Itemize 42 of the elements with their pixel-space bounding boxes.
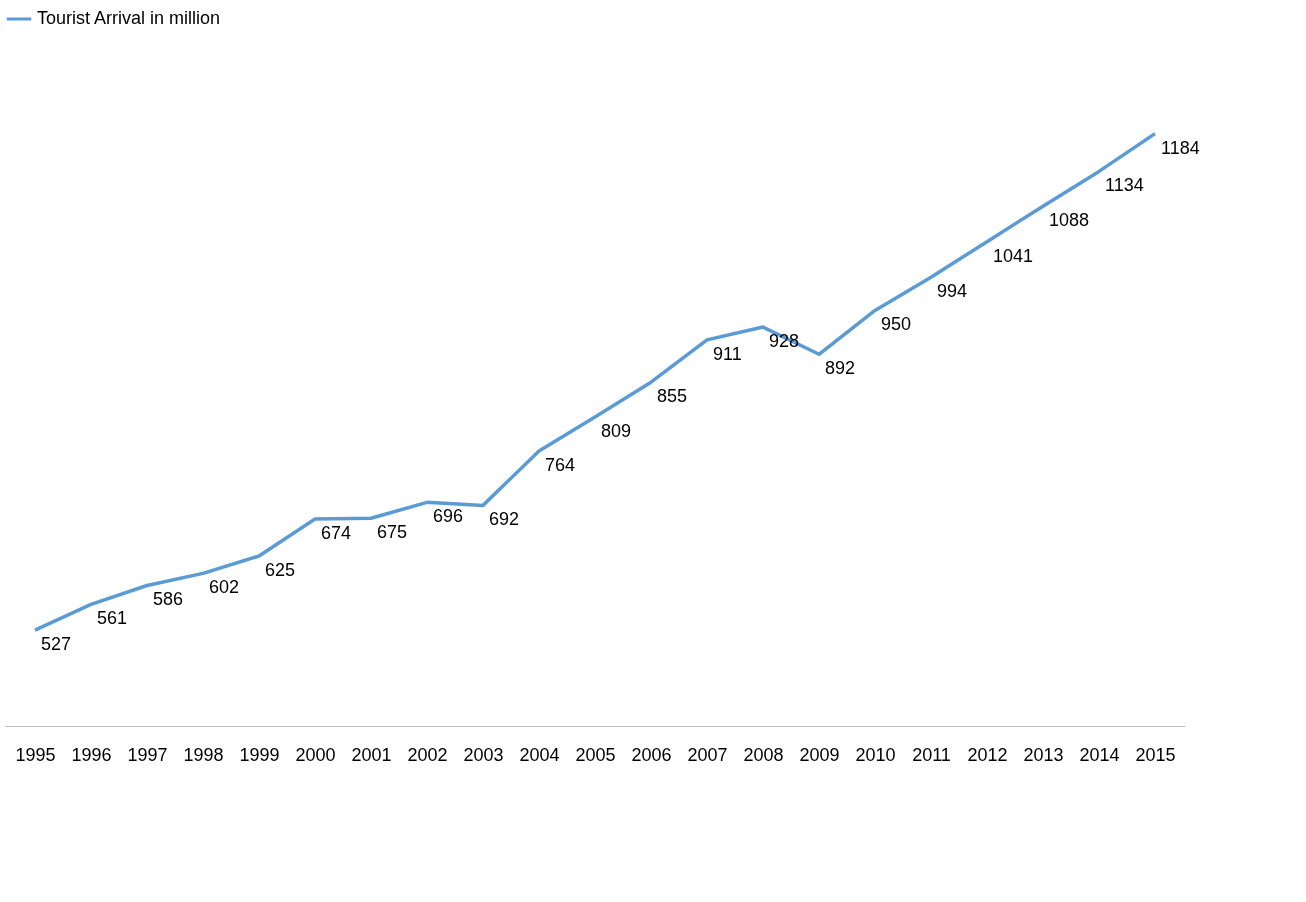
x-tick-label: 2004: [519, 744, 560, 765]
x-tick-label: 2003: [463, 744, 504, 765]
data-label: 1041: [993, 245, 1034, 266]
data-label: 911: [713, 343, 742, 364]
data-label: 1134: [1105, 175, 1144, 196]
x-tick-label: 2011: [912, 744, 951, 765]
x-tick-label: 2002: [407, 744, 448, 765]
x-tick-label: 1998: [183, 744, 224, 765]
data-label: 892: [825, 358, 856, 379]
data-label: 675: [377, 522, 408, 543]
data-label: 696: [433, 506, 464, 527]
data-label: 950: [881, 314, 912, 335]
data-label: 809: [601, 420, 632, 441]
x-tick-label: 2001: [351, 744, 392, 765]
x-tick-label: 2014: [1079, 744, 1120, 765]
x-tick-label: 2006: [631, 744, 672, 765]
data-label: 994: [937, 281, 968, 302]
x-tick-label: 2010: [855, 744, 896, 765]
data-label: 674: [321, 522, 352, 543]
x-tick-label: 2012: [967, 744, 1008, 765]
data-label: 692: [489, 509, 520, 530]
data-label: 1184: [1161, 137, 1200, 158]
x-tick-label: 1997: [127, 744, 168, 765]
data-label: 764: [545, 454, 576, 475]
data-label: 586: [153, 589, 184, 610]
data-label: 602: [209, 577, 240, 598]
x-tick-label: 2007: [687, 744, 728, 765]
data-label: 855: [657, 386, 688, 407]
data-label: 625: [265, 560, 296, 580]
x-tick-label: 2015: [1135, 744, 1176, 765]
x-tick-label: 2005: [575, 744, 616, 765]
x-tick-label: 2008: [743, 744, 784, 765]
data-label: 527: [41, 634, 72, 655]
x-tick-label: 2009: [799, 744, 840, 765]
x-tick-label: 1995: [15, 744, 56, 765]
data-label: 1088: [1049, 210, 1090, 231]
x-tick-label: 1999: [239, 744, 280, 765]
x-tick-label: 2013: [1023, 744, 1064, 765]
x-tick-label: 1996: [71, 744, 112, 765]
x-tick-label: 2000: [295, 744, 336, 765]
legend-label: Tourist Arrival in million: [37, 8, 221, 28]
data-label: 561: [97, 608, 128, 629]
